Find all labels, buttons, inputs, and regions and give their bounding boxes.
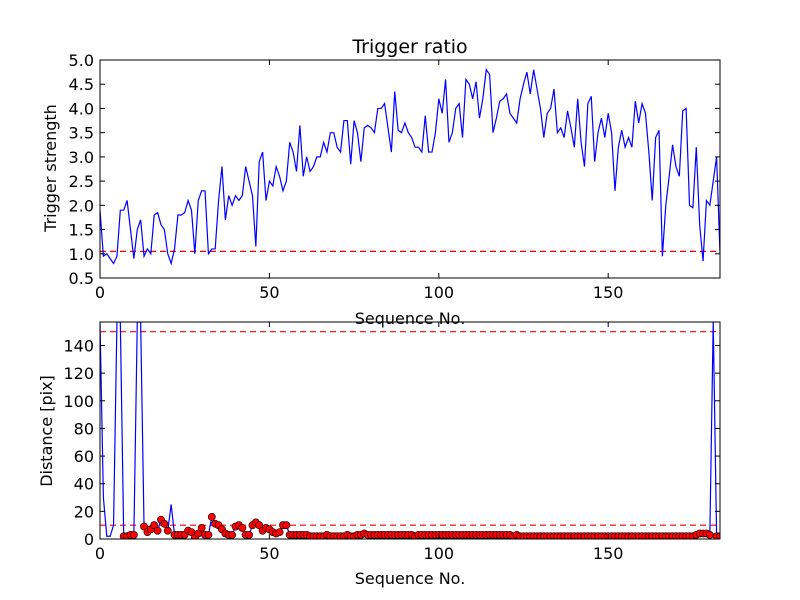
- y-tick-label: 2.0: [69, 196, 94, 215]
- x-tick-label: 150: [593, 283, 624, 302]
- y-tick-label: 1.5: [69, 221, 94, 240]
- data-point: [140, 522, 148, 531]
- data-point: [163, 526, 172, 535]
- data-point: [153, 526, 162, 535]
- data-point: [204, 530, 213, 539]
- x-tick-label: 0: [95, 283, 105, 302]
- data-point: [275, 528, 284, 536]
- data-point: [228, 530, 237, 539]
- x-tick-label: 100: [424, 544, 455, 563]
- y-tick-label: 140: [63, 336, 94, 355]
- distance-plot-area: 0 50 100 150 0 20 40 60 80 100 120 140: [63, 321, 721, 563]
- data-point: [197, 524, 206, 532]
- trigger-ratio-plot-area: 0 50 100 150 0.5 1.0 1.5 2.0 2.5 3.0 3.5 4.0 4.5 5.0: [69, 51, 721, 302]
- y-tick-label: 80: [74, 419, 94, 438]
- y-axis-label: Trigger strength: [41, 104, 60, 233]
- data-point: [245, 530, 253, 539]
- data-point: [282, 521, 291, 530]
- data-point: [238, 524, 247, 532]
- x-tick-label: 100: [424, 283, 455, 302]
- data-point: [716, 532, 720, 539]
- trigger-ratio-chart: Trigger ratio 0 50 100 150 0.5 1.0 1.5 2.0 2.5 3.…: [41, 36, 721, 328]
- y-tick-label: 4.5: [69, 75, 94, 94]
- data-point: [255, 521, 264, 530]
- x-tick-label: 50: [259, 544, 279, 563]
- x-tick-label: 0: [95, 544, 105, 563]
- series-line: [100, 68, 720, 266]
- axes-frame: [99, 321, 721, 540]
- x-tick-label: 50: [259, 283, 279, 302]
- data-point: [150, 521, 159, 530]
- axes-frame: [99, 59, 721, 279]
- y-tick-label: 0.5: [69, 269, 94, 288]
- x-axis-label: Sequence No.: [355, 309, 466, 328]
- x-tick-label: 150: [593, 544, 624, 563]
- distance-chart: 0 50 100 150 0 20 40 60 80 100 120 140 Sequence No.…: [37, 321, 721, 588]
- chart-title: Trigger ratio: [351, 36, 467, 58]
- y-tick-label: 1.0: [69, 245, 94, 264]
- y-tick-label: 20: [74, 502, 94, 521]
- y-axis-label: Distance [pix]: [37, 375, 56, 487]
- y-tick-label: 3.5: [69, 124, 94, 143]
- plot-clip: [100, 68, 720, 266]
- y-tick-label: 100: [63, 392, 94, 411]
- data-point: [160, 519, 169, 528]
- y-tick-label: 0: [84, 530, 94, 549]
- y-tick-label: 120: [63, 364, 94, 383]
- y-tick-label: 2.5: [69, 172, 94, 191]
- x-axis-label: Sequence No.: [355, 569, 466, 588]
- y-tick-label: 5.0: [69, 51, 94, 70]
- data-point: [705, 530, 714, 539]
- data-point: [129, 530, 138, 539]
- plot-clip: [100, 322, 720, 539]
- data-point: [207, 512, 216, 521]
- y-tick-label: 4.0: [69, 99, 94, 118]
- y-tick-label: 3.0: [69, 148, 94, 167]
- y-tick-label: 60: [74, 447, 94, 466]
- y-tick-label: 40: [74, 475, 94, 494]
